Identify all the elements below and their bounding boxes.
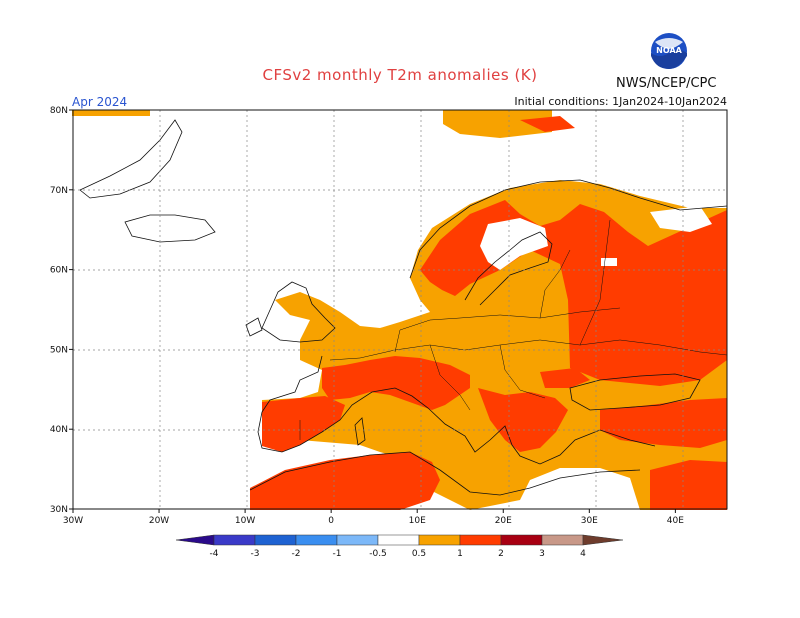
organization-label: NWS/NCEP/CPC bbox=[616, 76, 717, 91]
colorbar: -4 -3 -2 -1 -0.5 0.5 1 2 3 4 bbox=[175, 534, 624, 559]
lat-tick-label: 30N bbox=[50, 505, 68, 515]
colorbar-label: -1 bbox=[333, 549, 342, 559]
map-title: CFSv2 monthly T2m anomalies (K) bbox=[262, 66, 538, 84]
colorbar-swatch bbox=[459, 534, 502, 546]
country-borders bbox=[299, 219, 728, 440]
lon-tick-label: 10E bbox=[409, 516, 426, 526]
colorbar-label: -4 bbox=[210, 549, 219, 559]
colorbar-swatch bbox=[541, 534, 584, 546]
colorbar-label: -3 bbox=[251, 549, 260, 559]
lat-tick-label: 80N bbox=[50, 106, 68, 116]
colorbar-label: -0.5 bbox=[369, 549, 387, 559]
lon-tick-label: 20E bbox=[495, 516, 512, 526]
lon-tick-label: 30E bbox=[581, 516, 598, 526]
lat-tick-label: 50N bbox=[50, 345, 68, 355]
colorbar-label: -2 bbox=[292, 549, 301, 559]
coastlines bbox=[79, 119, 728, 496]
colorbar-swatch bbox=[254, 534, 297, 546]
longitude-axis: 30W 20W 10W 0 10E 20E 30E 40E bbox=[63, 509, 684, 526]
lon-tick-label: 0 bbox=[328, 516, 334, 526]
colorbar-swatch bbox=[213, 534, 256, 546]
colorbar-label: 2 bbox=[498, 549, 504, 559]
noaa-logo-icon: NOAA bbox=[650, 32, 688, 74]
anomaly-red-regions bbox=[250, 116, 727, 510]
colorbar-label: 1 bbox=[457, 549, 463, 559]
lon-tick-label: 30W bbox=[63, 516, 83, 526]
lon-tick-label: 40E bbox=[667, 516, 684, 526]
colorbar-swatch bbox=[500, 534, 543, 546]
logo-text: NOAA bbox=[656, 46, 682, 55]
colorbar-label: 0.5 bbox=[412, 549, 426, 559]
colorbar-swatch bbox=[295, 534, 338, 546]
colorbar-swatch bbox=[418, 534, 461, 546]
colorbar-label: 3 bbox=[539, 549, 545, 559]
lon-tick-label: 20W bbox=[149, 516, 169, 526]
colorbar-label: 4 bbox=[580, 549, 586, 559]
month-label: Apr 2024 bbox=[72, 95, 128, 109]
lat-tick-label: 70N bbox=[50, 186, 68, 196]
lat-tick-label: 60N bbox=[50, 266, 68, 276]
colorbar-swatch bbox=[336, 534, 379, 546]
colorbar-min-arrow bbox=[175, 534, 215, 546]
colorbar-max-arrow bbox=[582, 534, 624, 546]
colorbar-swatch bbox=[377, 534, 420, 546]
initial-conditions-label: Initial conditions: 1Jan2024-10Jan2024 bbox=[514, 95, 727, 108]
lon-tick-label: 10W bbox=[235, 516, 255, 526]
gridlines bbox=[73, 110, 727, 509]
map-frame bbox=[72, 109, 728, 510]
lat-tick-label: 40N bbox=[50, 425, 68, 435]
map-area bbox=[72, 109, 728, 510]
latitude-axis: 30N 40N 50N 60N 70N 80N bbox=[50, 106, 73, 515]
anomaly-neutral-patches bbox=[480, 206, 712, 270]
